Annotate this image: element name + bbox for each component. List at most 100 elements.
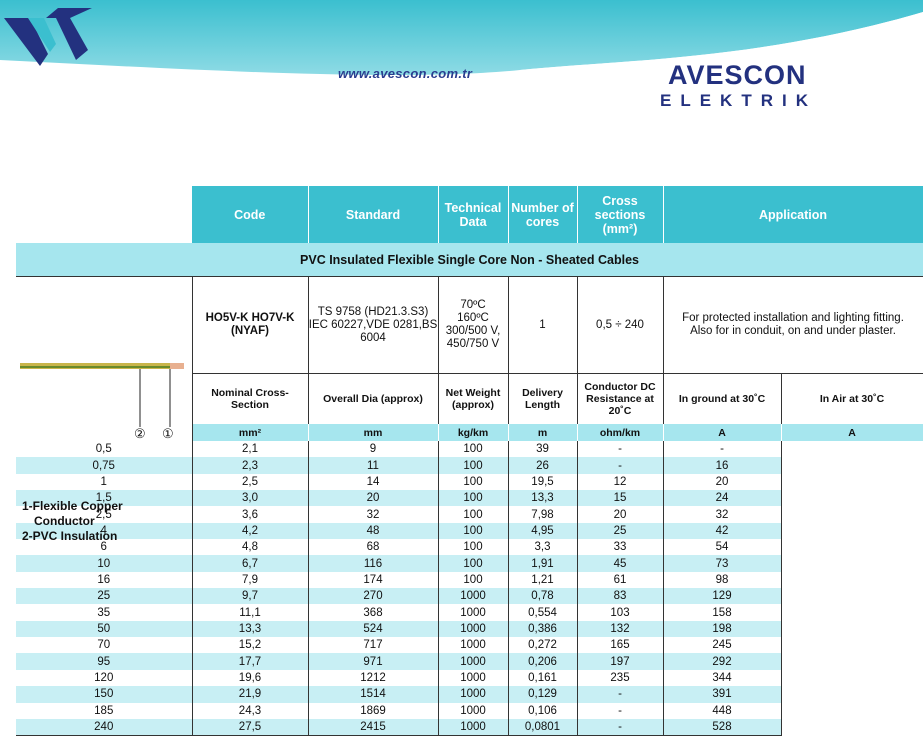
cell-dia: 27,5 [192,718,309,737]
cell-resistance: 0,0801 [508,718,578,737]
legend-item-1b: Conductor [34,514,95,528]
cell-nominal: 0,5 [16,441,193,458]
cell-nominal: 25 [16,588,193,605]
cell-air: 158 [663,604,782,621]
cell-delivery: 100 [438,571,509,589]
table-row: 6 4,8 68 100 3,3 33 54 [16,539,923,556]
website-url[interactable]: www.avescon.com.tr [338,66,473,81]
cell-ground: - [577,686,664,703]
cell-nominal: 4 [16,522,193,540]
cell-dia: 7,9 [192,571,309,589]
unit-mm: mm [308,424,439,441]
spec-cross: 0,5 ÷ 240 [577,276,664,374]
cell-delivery: 1000 [438,588,509,605]
cell-dia: 9,7 [192,588,309,605]
cell-dia: 2,1 [192,441,309,458]
cell-weight: 524 [308,620,439,638]
spec-application: For protected installation and lighting … [663,276,923,374]
table-row: 95 17,7 971 1000 0,206 197 292 [16,653,923,670]
cell-air: 16 [663,457,782,474]
header-blank [16,186,192,243]
cell-ground: 33 [577,539,664,556]
cell-delivery: 1000 [438,686,509,703]
cell-weight: 11 [308,457,439,474]
table-row: 150 21,9 1514 1000 0,129-391 [16,686,923,703]
cell-ground: 235 [577,669,664,687]
cell-delivery: 1000 [438,620,509,638]
cell-ground: 132 [577,620,664,638]
table-row: 70 15,2 717 1000 0,272 165 245 [16,637,923,654]
cell-weight: 14 [308,473,439,491]
cell-delivery: 1000 [438,604,509,621]
subhdr-nominal: Nominal Cross-Section [192,373,309,424]
unit-a-air: A [781,424,923,441]
cell-delivery: 1000 [438,702,509,719]
cell-dia: 2,3 [192,457,309,474]
table-row: 10 6,7 116 100 1,91 45 73 [16,555,923,572]
cell-nominal: 16 [16,571,193,589]
legend-item-1: 1-Flexible Copper [22,499,123,513]
unit-ohm: ohm/km [577,424,664,441]
cell-resistance: 0,106 [508,702,578,719]
cell-delivery: 100 [438,539,509,556]
table-header-row: Code Standard Technical Data Number of c… [16,186,923,243]
cell-weight: 1514 [308,686,439,703]
cell-weight: 9 [308,441,439,458]
cell-ground: 25 [577,522,664,540]
cell-weight: 20 [308,490,439,507]
table-row: 0,75 2,3 11 100 26-16 [16,457,923,474]
cell-nominal: 10 [16,555,193,572]
cable-image [20,363,184,427]
cell-weight: 270 [308,588,439,605]
cell-delivery: 1000 [438,653,509,670]
table-row: 120 19,6 1212 1000 0,161 235 344 [16,669,923,687]
header-band: www.avescon.com.tr AVESCON ELEKTRIK [0,0,923,120]
cell-delivery: 100 [438,490,509,507]
spec-code: HO5V-K HO7V-K (NYAF) [192,276,309,374]
cell-air: 344 [663,669,782,687]
cable-illustration-cell: ② ① 1-Flexible Copper Conductor 2-PVC In… [16,276,193,543]
section-title: PVC Insulated Flexible Single Core Non -… [16,243,923,277]
table-row: 240 27,5 2415 1000 0,0801-528 [16,718,923,737]
cell-air: 129 [663,588,782,605]
cell-delivery: 100 [438,457,509,474]
table-row: 185 24,3 1869 1000 0,106-448 [16,702,923,719]
legend-item-2: 2-PVC Insulation [22,529,118,543]
cell-ground: - [577,441,664,458]
cell-air: 24 [663,490,782,507]
brand-name: AVESCON [668,60,807,90]
cell-ground: 83 [577,588,664,605]
cell-nominal: 95 [16,653,193,670]
cell-weight: 174 [308,571,439,589]
unit-m: m [508,424,578,441]
cell-nominal: 1,5 [16,490,193,507]
cell-dia: 3,6 [192,506,309,523]
table-row: 4 4,2 48 100 4,95 25 42 [16,522,923,540]
data-body: 0,5 2,1 9 100 39- -0,75 2,3 11 100 26-16 1 2,5 14 100… [16,441,923,737]
cell-nominal: 120 [16,669,193,687]
units-row: mm² mm kg/km m ohm/km A A [16,424,923,441]
cell-delivery: 1000 [438,637,509,654]
subhdr-resistance: Conductor DC Resistance at 20˚C [577,373,664,424]
subhdr-delivery: Delivery Length [508,373,578,424]
cell-ground: - [577,702,664,719]
header-application: Application [663,186,923,243]
cell-weight: 48 [308,522,439,540]
cell-nominal: 150 [16,686,193,703]
marker-1: ① [162,426,174,441]
cell-resistance: 19,5 [508,473,578,491]
cell-ground: - [577,718,664,737]
table-row: 1,5 3,0 20 100 13,3 15 24 [16,490,923,507]
cell-ground: 103 [577,604,664,621]
tech-line-4: 450/750 V [446,338,500,350]
cell-nominal: 50 [16,620,193,638]
cell-delivery: 100 [438,522,509,540]
cable-spec-table: Code Standard Technical Data Number of c… [16,186,923,737]
cell-weight: 116 [308,555,439,572]
table-row: 50 13,3 524 1000 0,386 132 198 [16,620,923,638]
table-row: 35 11,1 368 1000 0,554 103 158 [16,604,923,621]
cell-delivery: 100 [438,441,509,458]
cell-delivery: 100 [438,473,509,491]
cell-dia: 6,7 [192,555,309,572]
header-wave [0,0,923,110]
